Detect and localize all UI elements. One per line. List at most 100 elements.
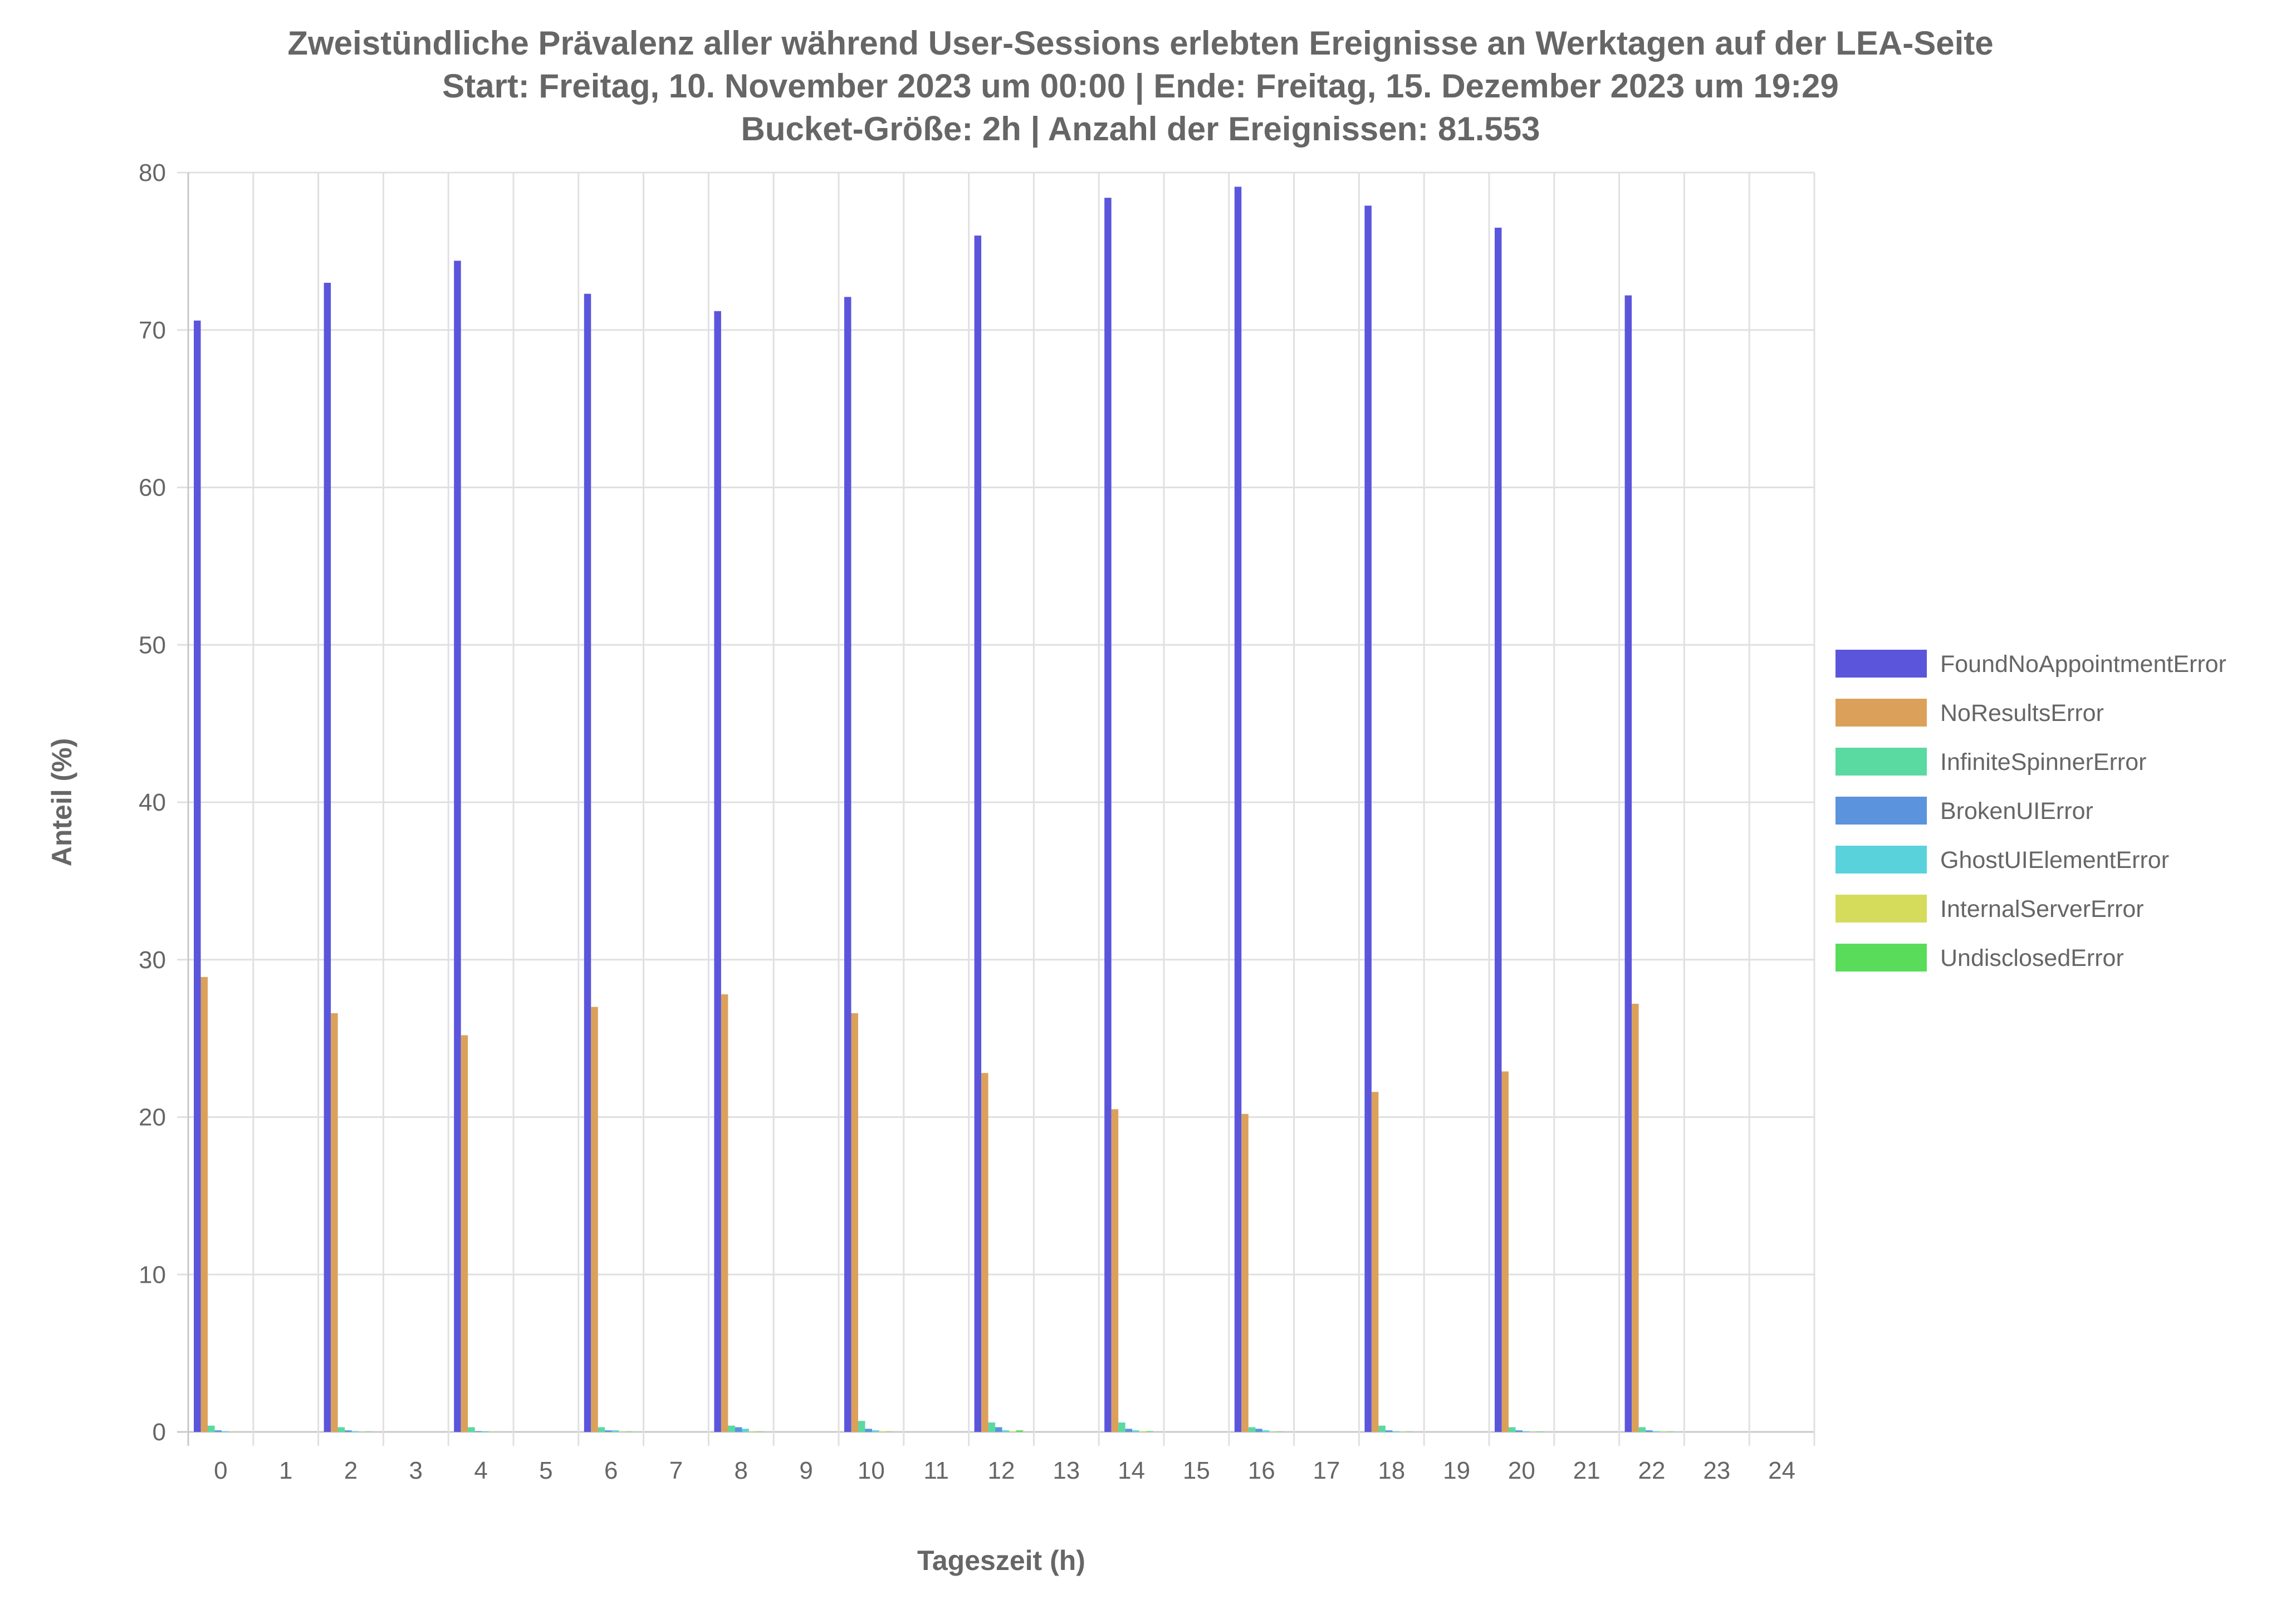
- x-tick-label: 22: [1638, 1457, 1666, 1484]
- bar: [461, 1035, 468, 1432]
- legend-swatch: [1835, 895, 1927, 923]
- legend-label: GhostUIElementError: [1940, 847, 2169, 874]
- bar: [1385, 1430, 1393, 1432]
- x-tick-label: 18: [1378, 1457, 1405, 1484]
- x-tick-label: 17: [1313, 1457, 1340, 1484]
- bars: [194, 187, 1674, 1432]
- bar: [1002, 1430, 1010, 1432]
- bar: [844, 297, 851, 1432]
- bar: [468, 1427, 475, 1432]
- bar: [756, 1431, 763, 1432]
- x-tick-label: 14: [1118, 1457, 1145, 1484]
- y-axis-ticks: 0 10 20 30 40 50 60 70 80: [139, 159, 166, 1446]
- bar: [1624, 295, 1632, 1432]
- x-tick-label: 9: [799, 1457, 812, 1484]
- chart-title: Zweistündliche Prävalenz aller während U…: [287, 24, 1993, 148]
- bar: [1638, 1427, 1646, 1432]
- bar: [974, 235, 982, 1432]
- legend-label: FoundNoAppointmentError: [1940, 651, 2226, 678]
- x-tick-label: 24: [1768, 1457, 1795, 1484]
- legend-item[interactable]: InfiniteSpinnerError: [1835, 748, 2146, 776]
- bar: [351, 1431, 359, 1432]
- x-tick-label: 2: [344, 1457, 358, 1484]
- bar: [591, 1007, 598, 1432]
- bar: [331, 1013, 338, 1432]
- x-tick-label: 10: [858, 1457, 885, 1484]
- legend-item[interactable]: NoResultsError: [1835, 699, 2104, 727]
- bar: [1536, 1431, 1544, 1432]
- bar: [1009, 1431, 1016, 1432]
- grid: [177, 171, 1815, 1446]
- legend-item[interactable]: UndisclosedError: [1835, 944, 2124, 972]
- bar: [1241, 1113, 1249, 1432]
- x-tick-label: 1: [279, 1457, 292, 1484]
- bar: [858, 1421, 865, 1432]
- x-tick-label: 19: [1443, 1457, 1470, 1484]
- x-tick-label: 8: [735, 1457, 748, 1484]
- bar: [208, 1425, 215, 1432]
- x-tick-label: 7: [669, 1457, 683, 1484]
- bar: [619, 1431, 626, 1432]
- y-tick-label: 40: [139, 789, 166, 816]
- bar: [728, 1425, 735, 1432]
- bar: [872, 1430, 879, 1432]
- x-tick-label: 6: [604, 1457, 618, 1484]
- legend-label: NoResultsError: [1940, 700, 2104, 727]
- legend-item[interactable]: InternalServerError: [1835, 895, 2144, 923]
- bar: [1501, 1071, 1509, 1432]
- bar: [345, 1430, 352, 1432]
- x-tick-label: 16: [1248, 1457, 1275, 1484]
- bar: [1234, 187, 1242, 1432]
- bar: [1529, 1431, 1536, 1432]
- bar: [1652, 1431, 1660, 1432]
- bar: [1248, 1427, 1256, 1432]
- x-tick-label: 12: [988, 1457, 1015, 1484]
- y-tick-label: 70: [139, 317, 166, 344]
- bar: [1016, 1430, 1024, 1432]
- bar: [625, 1431, 633, 1432]
- bar: [1139, 1431, 1147, 1432]
- bar: [365, 1431, 373, 1432]
- legend-swatch: [1835, 748, 1927, 776]
- bar: [1399, 1431, 1407, 1432]
- bar: [598, 1427, 605, 1432]
- bar: [228, 1431, 236, 1432]
- bar: [865, 1429, 872, 1432]
- x-tick-label: 11: [923, 1457, 949, 1484]
- bar: [605, 1430, 612, 1432]
- y-tick-label: 50: [139, 631, 166, 659]
- bar: [474, 1431, 482, 1432]
- bar: [194, 320, 201, 1432]
- bar: [1371, 1092, 1379, 1432]
- x-tick-label: 4: [474, 1457, 487, 1484]
- bar: [1378, 1425, 1386, 1432]
- legend-item[interactable]: FoundNoAppointmentError: [1835, 650, 2226, 678]
- y-tick-label: 20: [139, 1104, 166, 1131]
- bar: [748, 1431, 756, 1432]
- x-tick-label: 0: [214, 1457, 227, 1484]
- bar: [1104, 198, 1112, 1432]
- bar: [735, 1427, 742, 1432]
- y-tick-label: 80: [139, 159, 166, 187]
- legend-label: InternalServerError: [1940, 896, 2144, 923]
- bar: [1111, 1109, 1119, 1432]
- chart-title-line-1: Zweistündliche Prävalenz aller während U…: [287, 24, 1993, 62]
- bar: [714, 311, 721, 1432]
- bar: [324, 282, 331, 1432]
- legend-swatch: [1835, 797, 1927, 825]
- legend-item[interactable]: GhostUIElementError: [1835, 846, 2169, 874]
- bar: [1132, 1430, 1139, 1432]
- bar: [1125, 1429, 1133, 1432]
- x-tick-label: 20: [1508, 1457, 1535, 1484]
- bar: [851, 1013, 858, 1432]
- legend-label: BrokenUIError: [1940, 798, 2093, 825]
- bar: [988, 1422, 996, 1432]
- legend-item[interactable]: BrokenUIError: [1835, 797, 2093, 825]
- x-tick-label: 3: [409, 1457, 423, 1484]
- bar: [454, 261, 461, 1432]
- bar: [1495, 227, 1502, 1432]
- bar: [981, 1073, 988, 1432]
- bar: [359, 1431, 366, 1432]
- bar: [1269, 1431, 1276, 1432]
